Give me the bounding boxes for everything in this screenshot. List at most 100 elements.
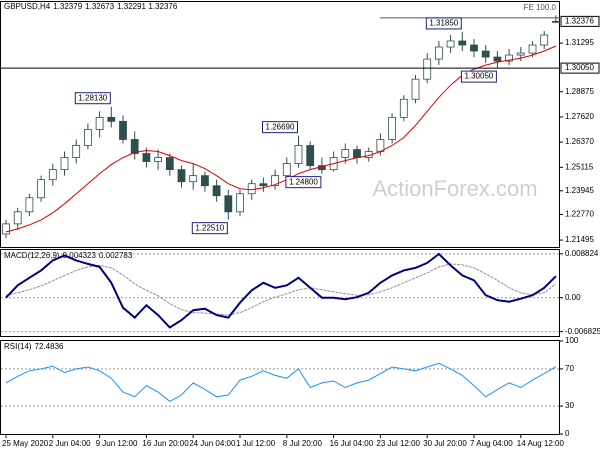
candle-body: [154, 157, 163, 162]
candle-body: [212, 185, 221, 197]
candle-body: [552, 20, 560, 23]
y-tick-label: -0.006825: [565, 327, 600, 336]
candle-body: [446, 40, 455, 48]
candle-body: [177, 169, 186, 183]
annotation-label: 1.30050: [464, 72, 493, 81]
annotation-box: [262, 121, 298, 134]
candle-body: [470, 44, 478, 52]
y-tick-label: 1.21495: [565, 235, 594, 244]
fibo-label: FE 100.0: [524, 3, 557, 12]
candle-body: [25, 197, 34, 213]
candle-body: [505, 54, 514, 62]
macd-value: 0.004323: [63, 251, 97, 260]
annotation-box: [74, 92, 111, 105]
candle-body: [481, 50, 490, 58]
candle-body: [224, 195, 233, 213]
x-tick-label: 8 Jul 20:00: [283, 439, 323, 448]
candle-body: [48, 169, 57, 181]
x-tick-label: 24 Jun 04:00: [189, 439, 236, 448]
candle-body: [13, 211, 22, 225]
price-panel: [0, 1, 560, 248]
y-tick-label: 1.28875: [565, 87, 594, 96]
level-box: [560, 62, 600, 74]
candle-body: [60, 157, 69, 171]
candle-body: [189, 175, 198, 183]
price-title: GBPUSD,H4 1.32379 1.32673 1.32291 1.32376: [4, 2, 178, 11]
y-tick-label: 1.25115: [565, 162, 594, 171]
rsi-panel: [0, 340, 560, 435]
open-value: 1.32379: [53, 2, 82, 11]
last-price-box: [560, 15, 600, 27]
x-tick-label: 7 Aug 04:00: [470, 439, 513, 448]
candle-body: [142, 153, 151, 162]
candle-body: [516, 52, 525, 56]
macd-title: MACD(12,26,9) 0.004323 0.002783: [4, 251, 133, 260]
candle-body: [294, 145, 303, 164]
candle-body: [399, 98, 408, 118]
annotation-box: [460, 70, 497, 83]
y-tick-label: 1.23945: [565, 186, 594, 195]
y-tick-label: 1.26370: [565, 137, 594, 146]
candle-body: [247, 183, 256, 195]
candle-body: [37, 179, 45, 199]
close-value: 1.32376: [148, 2, 177, 11]
rsi-name: RSI(14): [4, 342, 32, 351]
candle-body: [130, 139, 139, 154]
y-tick-label: 0.00: [565, 293, 581, 302]
annotation-label: 1.28130: [78, 93, 107, 102]
candle-body: [540, 34, 549, 46]
candle-body: [528, 44, 537, 54]
candle-body: [282, 163, 291, 177]
annotation-label: 1.31850: [429, 19, 458, 28]
level-label: 1.30050: [565, 63, 594, 72]
candle-body: [423, 58, 432, 80]
candle-body: [341, 149, 350, 158]
candle-body: [165, 157, 174, 171]
candle-body: [200, 175, 209, 187]
candle-body: [434, 46, 443, 60]
candle-body: [119, 120, 127, 140]
indicator-line: [5, 252, 557, 329]
y-tick-label: 1.27620: [565, 112, 594, 121]
x-tick-label: 25 May 2020: [2, 439, 49, 448]
low-value: 1.32291: [117, 2, 146, 11]
candle-body: [353, 149, 361, 158]
annotation-label: 1.22510: [195, 223, 224, 232]
x-tick-label: 23 Jul 12:00: [376, 439, 420, 448]
x-tick-label: 9 Jun 12:00: [96, 439, 138, 448]
signal-value: 0.002783: [99, 251, 133, 260]
annotation-box: [191, 222, 228, 235]
y-tick-label: 30: [565, 401, 574, 410]
high-value: 1.32673: [85, 2, 114, 11]
candle-body: [95, 116, 104, 130]
symbol: GBPUSD,H4: [4, 2, 51, 11]
x-tick-label: 1 Jul 12:00: [236, 439, 276, 448]
x-tick-label: 14 Aug 12:00: [517, 439, 565, 448]
y-tick-label: 0.008824: [565, 249, 599, 258]
watermark: ActionForex.com: [372, 176, 537, 201]
candle-body: [306, 145, 315, 167]
annotation-label: 1.24800: [289, 177, 318, 186]
macd-panel: [0, 249, 560, 337]
candle-body: [72, 145, 81, 158]
x-tick-label: 16 Jun 20:00: [142, 439, 189, 448]
rsi-title: RSI(14) 72.4836: [4, 342, 64, 351]
candle-body: [458, 40, 467, 46]
x-tick-label: 30 Jul 20:00: [423, 439, 467, 448]
candle-body: [2, 223, 10, 235]
rsi-value: 72.4836: [35, 342, 64, 351]
macd-name: MACD(12,26,9): [4, 251, 60, 260]
indicator-line: [5, 362, 557, 402]
indicator-line: [5, 263, 557, 316]
y-tick-label: 70: [565, 364, 574, 373]
candle-body: [493, 56, 502, 62]
annotation-box: [285, 176, 322, 189]
annotation-box: [425, 17, 462, 30]
candle-body: [271, 175, 280, 187]
candle-body: [411, 78, 420, 100]
candle-body: [388, 116, 397, 140]
x-tick-label: 16 Jul 04:00: [330, 439, 374, 448]
y-tick-label: 100: [565, 336, 579, 345]
x-tick-label: 2 Jun 04:00: [49, 439, 91, 448]
